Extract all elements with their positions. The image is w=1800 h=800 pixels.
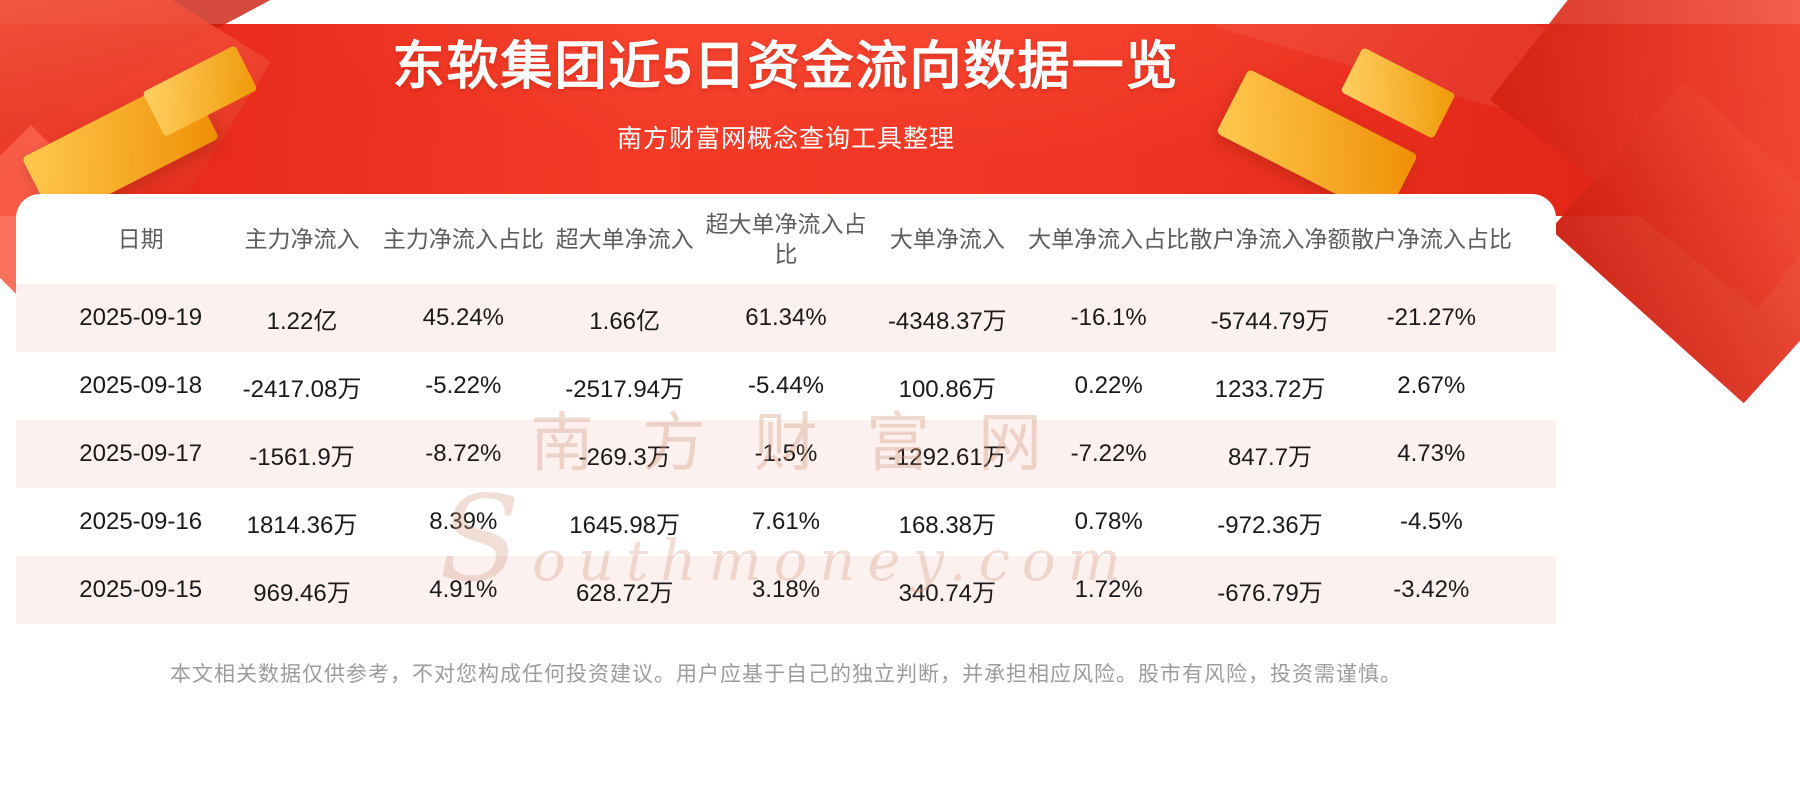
value-cell: 847.7万 [1227, 443, 1313, 471]
value-cell: 2.67% [1397, 372, 1466, 399]
value-cell: -7.22% [1070, 440, 1147, 467]
value-cell: 0.22% [1074, 372, 1143, 399]
column-header: 大单净流入占比 [1028, 226, 1190, 253]
table-row: 2025-09-18 -2417.08万 -5.22% -2517.94万 -5.44%… [16, 352, 1556, 420]
column-header: 主力净流入 [244, 226, 360, 253]
value-cell: 628.72万 [575, 579, 674, 607]
value-cell: -4348.37万 [887, 307, 1007, 335]
column-header: 散户净流入净额 [1189, 226, 1351, 253]
value-cell: 340.74万 [898, 579, 997, 607]
date-cell: 2025-09-18 [79, 372, 203, 399]
fund-flow-table: 日期 主力净流入 主力净流入占比 超大单净流入 超大单净流入占比 大单净流入 大单净流入占比… [16, 196, 1556, 624]
value-cell: 969.46万 [253, 579, 351, 607]
table-row: 2025-09-15 969.46万 4.91% 628.72万 3.18% 340.74… [16, 556, 1556, 624]
column-header: 超大单净流入 [555, 226, 694, 253]
value-cell: 1233.72万 [1214, 375, 1326, 403]
value-cell: 168.38万 [898, 511, 997, 539]
value-cell: 1.22亿 [266, 307, 338, 335]
value-cell: 1.72% [1074, 576, 1143, 603]
column-header: 日期 [117, 226, 164, 253]
value-cell: 3.18% [751, 576, 821, 603]
value-cell: 61.34% [745, 304, 827, 331]
date-cell: 2025-09-15 [79, 576, 203, 603]
value-cell: 4.73% [1397, 440, 1466, 467]
value-cell: -3.42% [1393, 576, 1470, 603]
value-cell: -21.27% [1386, 304, 1477, 331]
table-header-row: 日期 主力净流入 主力净流入占比 超大单净流入 超大单净流入占比 大单净流入 大单净流入占比… [16, 196, 1556, 284]
page-title: 东软集团近5日资金流向数据一览 [392, 38, 1180, 96]
date-cell: 2025-09-19 [79, 304, 203, 331]
value-cell: 0.78% [1074, 508, 1143, 535]
column-header: 超大单净流入占比 [705, 211, 867, 267]
value-cell: -2417.08万 [242, 375, 362, 403]
value-cell: 1814.36万 [246, 511, 358, 539]
value-cell: 8.39% [429, 508, 498, 535]
value-cell: 7.61% [751, 508, 821, 535]
value-cell: -676.79万 [1217, 579, 1323, 607]
value-cell: -2517.94万 [565, 375, 685, 403]
date-cell: 2025-09-16 [79, 508, 203, 535]
disclaimer-text: 本文相关数据仅供参考，不对您构成任何投资建议。用户应基于自己的独立判断，并承担相… [170, 663, 1402, 686]
value-cell: -5744.79万 [1210, 307, 1330, 335]
value-cell: -1.5% [754, 440, 818, 467]
value-cell: -4.5% [1399, 508, 1463, 535]
value-cell: 100.86万 [898, 375, 997, 403]
value-cell: 4.91% [429, 576, 498, 603]
column-header: 散户净流入占比 [1350, 226, 1512, 253]
data-card: 日期 主力净流入 主力净流入占比 超大单净流入 超大单净流入占比 大单净流入 大单净流入占比… [16, 194, 1556, 800]
value-cell: -269.3万 [578, 443, 671, 471]
value-cell: -972.36万 [1217, 511, 1323, 539]
table-row: 2025-09-16 1814.36万 8.39% 1645.98万 7.61% 168.… [16, 488, 1556, 556]
table-body: 2025-09-19 1.22亿 45.24% 1.66亿 61.34% -4348.37… [16, 284, 1556, 624]
column-header: 主力净流入占比 [382, 226, 544, 253]
value-cell: -5.44% [747, 372, 825, 399]
value-cell: 45.24% [422, 304, 505, 331]
value-cell: -8.72% [425, 440, 502, 467]
column-header: 大单净流入 [889, 226, 1005, 253]
value-cell: -5.22% [425, 372, 502, 399]
value-cell: -1292.61万 [887, 443, 1007, 471]
table-row: 2025-09-19 1.22亿 45.24% 1.66亿 61.34% -4348.37… [16, 284, 1556, 352]
header-banner: 东软集团近5日资金流向数据一览 南方财富网概念查询工具整理 [0, 0, 1800, 404]
value-cell: -1561.9万 [249, 443, 355, 471]
date-cell: 2025-09-17 [79, 440, 203, 467]
value-cell: -16.1% [1070, 304, 1147, 331]
value-cell: 1.66亿 [589, 307, 661, 335]
page-subtitle: 南方财富网概念查询工具整理 [616, 125, 955, 153]
value-cell: 1645.98万 [569, 511, 681, 539]
table-row: 2025-09-17 -1561.9万 -8.72% -269.3万 -1.5% -129… [16, 420, 1556, 488]
